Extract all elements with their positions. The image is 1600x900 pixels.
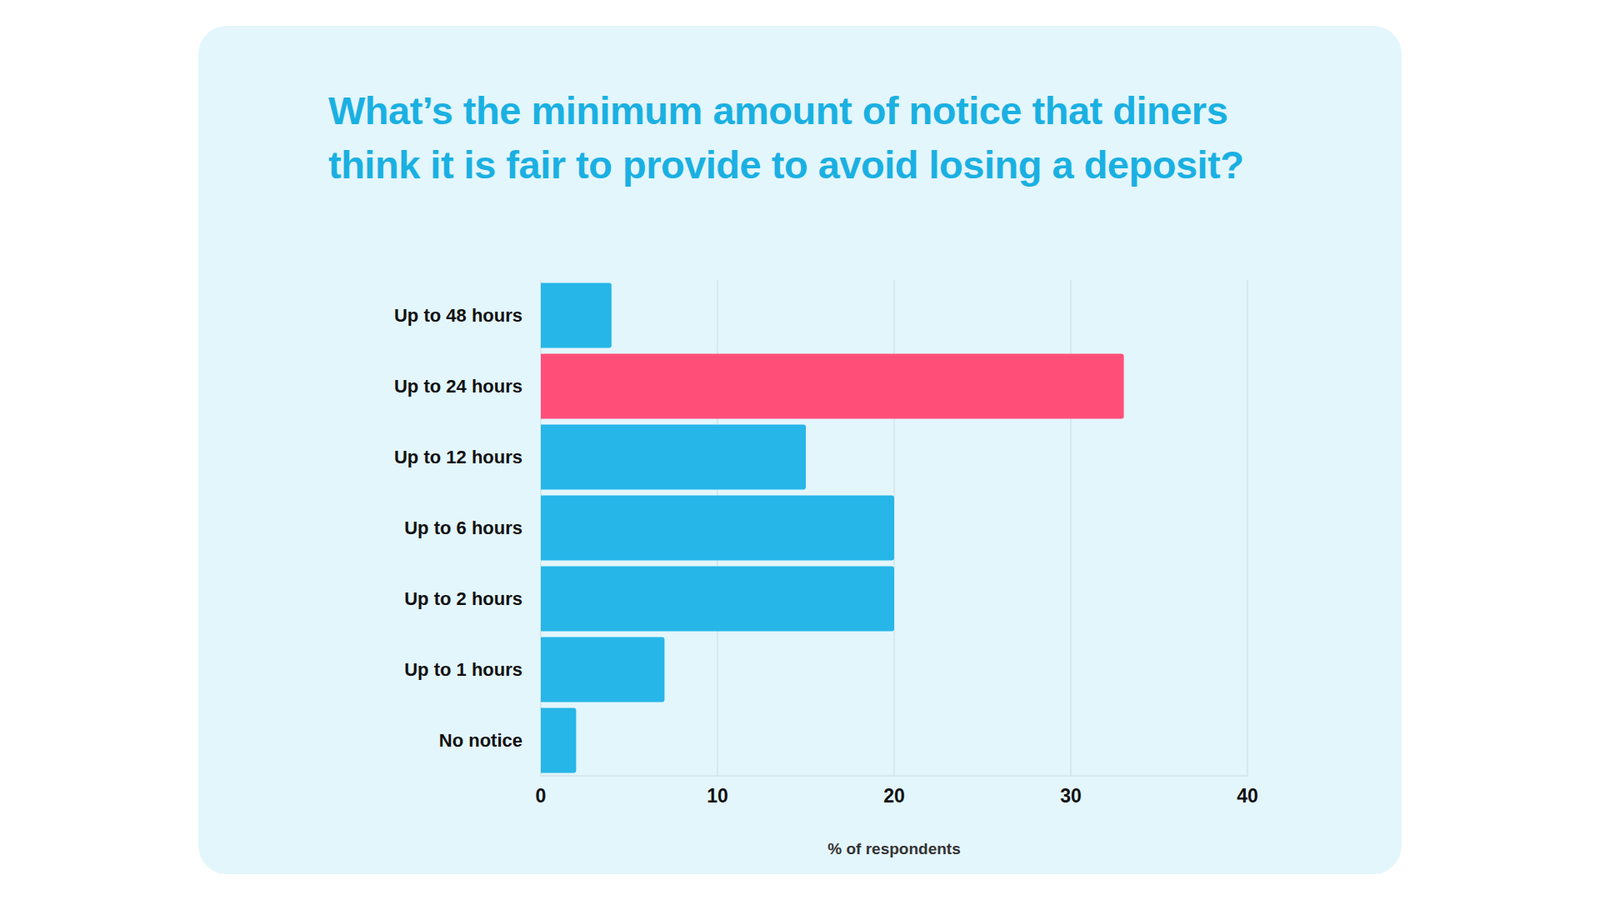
svg-text:40: 40	[1236, 785, 1259, 807]
svg-text:10: 10	[706, 785, 729, 807]
svg-text:20: 20	[883, 785, 905, 807]
html-text:% of respondents: % of respondents	[827, 840, 961, 858]
svg-text:30: 30	[1060, 785, 1082, 807]
svg-text:Up to 24 hours: Up to 24 hours	[394, 375, 523, 397]
svg-text:Up to 12 hours: Up to 12 hours	[394, 446, 523, 468]
svg-text:Up to 2 hours: Up to 2 hours	[404, 588, 523, 610]
svg-text:0: 0	[535, 785, 547, 807]
html-text:What’s the minimum amount of n: What’s the minimum amount of notice that…	[328, 88, 1244, 187]
svg-text:Up to 48 hours: Up to 48 hours	[394, 305, 523, 326]
svg-text:Up to 1 hours: Up to 1 hours	[404, 659, 523, 680]
svg-text:Up to 6 hours: Up to 6 hours	[404, 517, 523, 539]
svg-text:No notice: No notice	[439, 730, 523, 751]
